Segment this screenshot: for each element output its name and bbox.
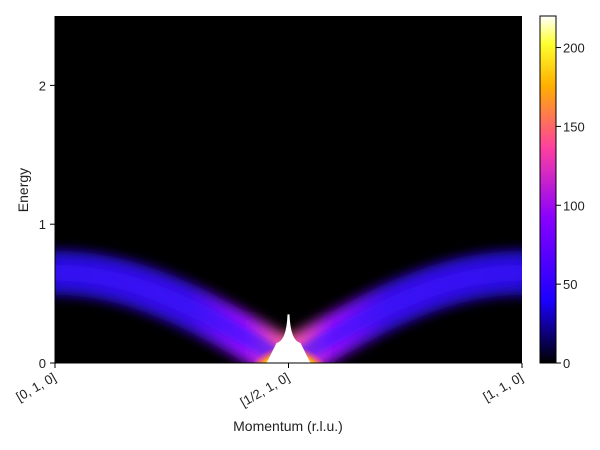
intensity-band bbox=[55, 250, 522, 363]
colorbar bbox=[539, 15, 557, 364]
y-axis-label: Energy bbox=[15, 168, 31, 212]
plot-area bbox=[55, 16, 522, 363]
colorbar-tick-label: 100 bbox=[563, 198, 585, 213]
y-ticks: 0 1 2 bbox=[39, 78, 55, 371]
x-tick-label: [1, 1, 0] bbox=[480, 370, 525, 405]
colorbar-tick-label: 150 bbox=[563, 119, 585, 134]
band-left-core bbox=[55, 264, 288, 363]
x-axis-label: Momentum (r.l.u.) bbox=[233, 418, 343, 434]
x-tick-label: [1/2, 1, 0] bbox=[238, 370, 292, 410]
zone-center-spike bbox=[266, 314, 311, 363]
y-tick-label: 1 bbox=[39, 217, 46, 232]
colorbar-tick-label: 50 bbox=[563, 277, 577, 292]
y-tick-label: 0 bbox=[39, 356, 46, 371]
x-ticks: [0, 1, 0] [1/2, 1, 0] [1, 1, 0] bbox=[13, 363, 526, 410]
band-right-core bbox=[289, 264, 522, 363]
colorbar-tick-label: 0 bbox=[563, 356, 570, 371]
colorbar-ticks: 0 50 100 150 200 bbox=[556, 41, 585, 371]
colorbar-tick-label: 200 bbox=[563, 41, 585, 56]
y-tick-label: 2 bbox=[39, 78, 46, 93]
x-tick-label: [0, 1, 0] bbox=[13, 370, 58, 405]
